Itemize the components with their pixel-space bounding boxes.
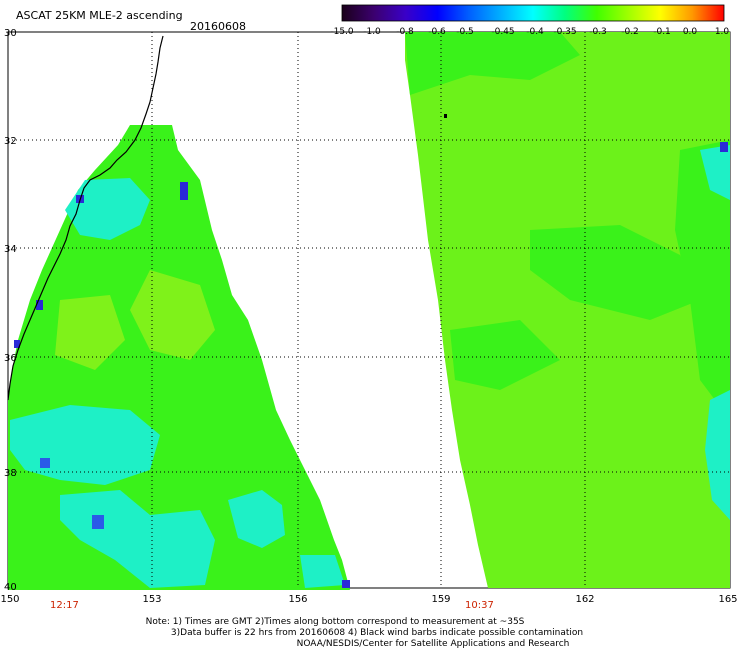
lon-label: 162 [575, 594, 594, 605]
longitude-labels: 150 153 156 159 162 165 [0, 594, 737, 605]
lon-label: 156 [288, 594, 307, 605]
right-swath-dark-region [675, 140, 730, 420]
right-swath-dark-region [450, 320, 560, 390]
notes: Note: 1) Times are GMT 2)Times along bot… [146, 617, 583, 649]
left-swath-blue-pixel [40, 458, 50, 468]
note-line-1: Note: 1) Times are GMT 2)Times along bot… [146, 617, 525, 627]
right-swath-time: 10:37 [465, 600, 494, 611]
map-title: ASCAT 25KM MLE-2 ascending [16, 9, 183, 22]
colorbar-tick-label: -1.0 [363, 27, 381, 37]
colorbar-tick-label: -0.35 [553, 27, 576, 37]
lat-label: 40 [4, 582, 17, 593]
left-swath [8, 125, 350, 590]
colorbar-tick-label: -0.8 [396, 27, 414, 37]
left-swath-blue-pixel [342, 580, 350, 588]
left-swath-blue-pixel [92, 515, 104, 529]
left-swath-blue-pixel [14, 340, 20, 348]
lat-label: 36 [4, 353, 17, 364]
left-swath-blue-pixel [180, 182, 188, 200]
colorbar-tick-label: -0.45 [491, 27, 514, 37]
colorbar-tick-label: 1.0 [715, 27, 730, 37]
right-swath-black-pixel [444, 114, 447, 118]
coastline [7, 35, 164, 401]
lon-label: 150 [0, 594, 19, 605]
right-swath-blue-pixel [720, 142, 728, 152]
grid [8, 32, 730, 588]
colorbar-tick-label: -0.6 [428, 27, 446, 37]
right-swath-dark-region [405, 32, 580, 95]
lat-label: 38 [4, 468, 17, 479]
left-swath-light-region [55, 295, 125, 370]
colorbar-gradient [341, 4, 725, 22]
colorbar-tick-label: -15.0 [330, 27, 354, 37]
left-swath-time: 12:17 [50, 600, 79, 611]
right-swath-base [405, 32, 730, 588]
colorbar-tick-label: -0.5 [456, 27, 474, 37]
left-swath-light-region [130, 270, 215, 360]
left-swath-blue-pixel [36, 300, 43, 310]
colorbar-tick-label: -0.3 [589, 27, 607, 37]
colorbar-tick-label: -0.2 [621, 27, 639, 37]
colorbar-tick-label: -0.4 [526, 27, 544, 37]
colorbar-tick-label: 0.0 [683, 27, 698, 37]
left-swath-cyan-region [300, 555, 345, 588]
right-swath-cyan-region [705, 390, 730, 520]
lon-label: 153 [142, 594, 161, 605]
colorbar: -15.0 -1.0 -0.8 -0.6 -0.5 -0.45 -0.4 -0.35 -0.3 -… [330, 4, 730, 37]
colorbar-tick-label: -0.1 [653, 27, 671, 37]
lon-label: 165 [718, 594, 737, 605]
lat-label: 32 [4, 136, 17, 147]
note-line-3: NOAA/NESDIS/Center for Satellite Applica… [297, 639, 570, 649]
note-line-2: 3)Data buffer is 22 hrs from 20160608 4)… [171, 628, 583, 638]
lon-label: 159 [431, 594, 450, 605]
left-swath-cyan-region [65, 178, 150, 240]
right-swath-cyan-region [700, 145, 730, 200]
latitude-labels: 30 32 34 36 38 40 [4, 28, 17, 593]
lat-label: 30 [4, 28, 17, 39]
lat-label: 34 [4, 244, 17, 255]
left-swath-cyan-region [228, 490, 285, 548]
left-swath-cyan-region [60, 490, 215, 588]
map-date: 20160608 [190, 20, 246, 33]
right-swath-dark-region [530, 225, 700, 320]
right-swath [405, 32, 730, 588]
